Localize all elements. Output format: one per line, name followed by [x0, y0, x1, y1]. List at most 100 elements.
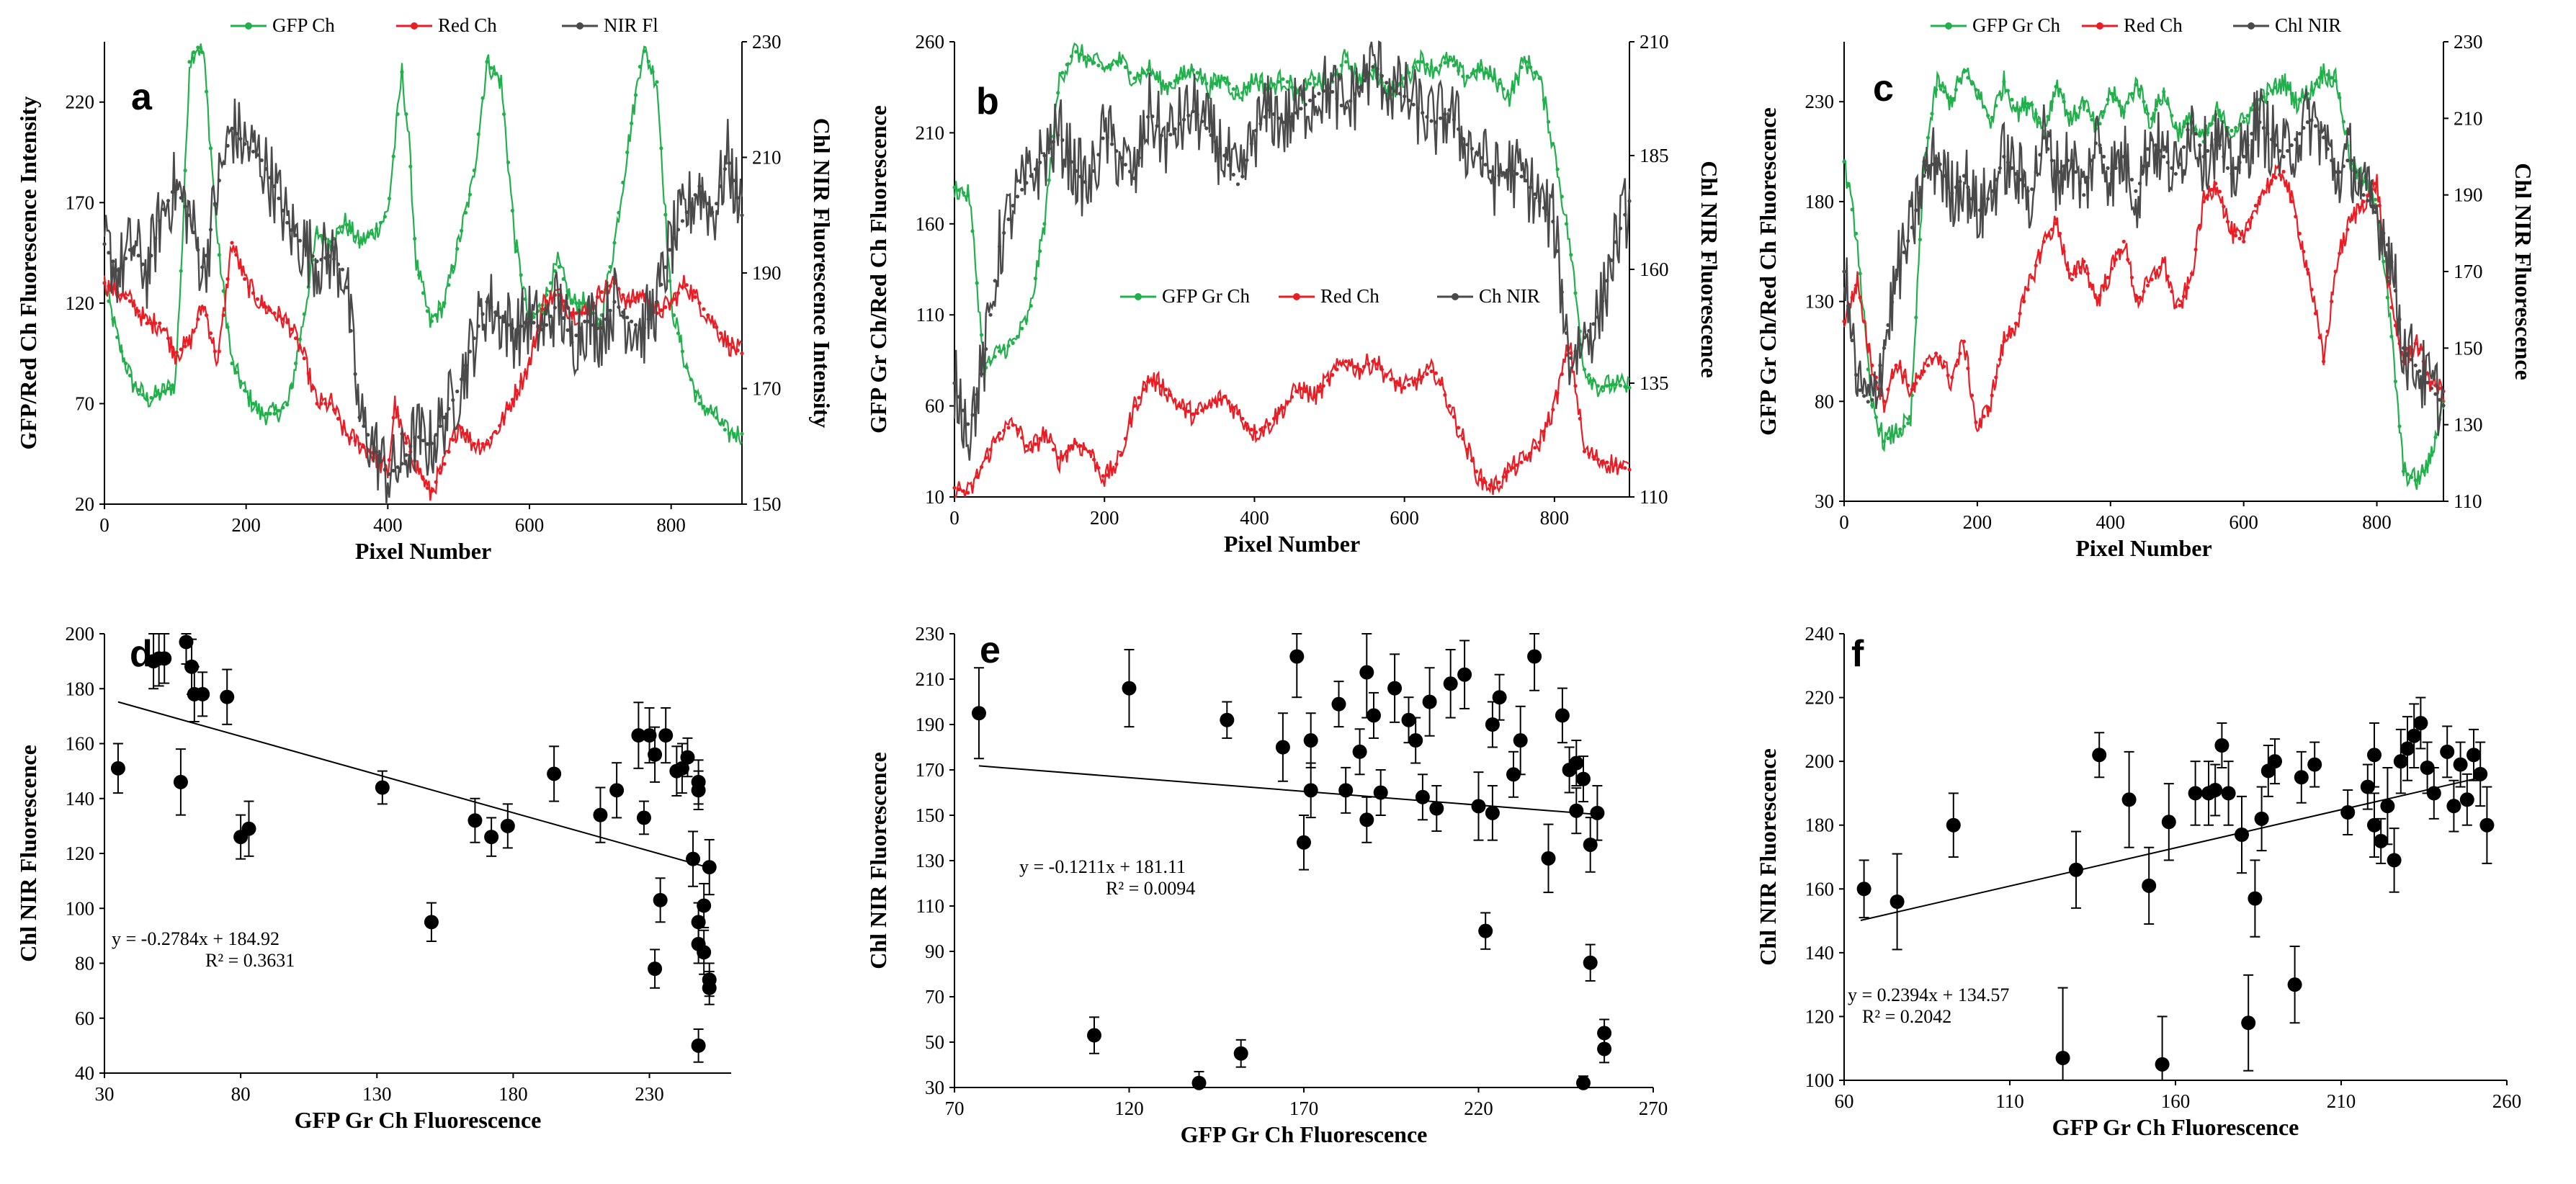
series-marker	[255, 153, 259, 157]
series-marker	[1325, 86, 1331, 91]
series-marker	[417, 435, 421, 439]
scatter-point	[1856, 859, 1871, 919]
data-point	[2387, 853, 2402, 868]
series-marker	[2253, 203, 2258, 208]
series-marker	[2217, 114, 2222, 118]
series-marker	[455, 389, 460, 394]
series-marker	[536, 324, 540, 328]
y-tick-label: 180	[66, 678, 95, 699]
series-marker	[378, 220, 383, 225]
series-marker	[621, 180, 625, 184]
series-marker	[123, 362, 128, 366]
series-marker	[2421, 375, 2425, 379]
series-marker	[1457, 426, 1461, 430]
series-marker	[702, 307, 706, 311]
series-marker	[2013, 107, 2018, 111]
series-marker	[480, 312, 485, 316]
series-marker	[988, 313, 993, 317]
series-marker	[1353, 92, 1357, 97]
series-marker	[2325, 329, 2330, 333]
series-marker	[2178, 127, 2182, 132]
series-marker	[2165, 274, 2170, 279]
series-marker	[957, 188, 961, 192]
series-marker	[2225, 220, 2230, 224]
series-marker	[1263, 425, 1267, 429]
series-markers-gfp	[1842, 70, 2446, 483]
series-marker	[319, 233, 323, 238]
data-point	[1946, 817, 1961, 833]
series-marker	[476, 324, 480, 328]
series-marker	[1434, 66, 1438, 71]
series-marker	[1411, 102, 1416, 107]
series-marker	[1910, 225, 1914, 230]
series-marker	[2106, 275, 2110, 279]
series-marker	[1119, 156, 1123, 160]
series-marker	[1609, 258, 1614, 262]
series-marker	[1470, 458, 1474, 463]
series-marker	[2121, 239, 2126, 243]
series-marker	[225, 277, 230, 281]
series-marker	[952, 185, 957, 189]
series-marker	[290, 327, 294, 331]
series-marker	[1069, 54, 1073, 58]
scatter-point	[2188, 761, 2203, 826]
trend-equation: y = 0.2394x + 134.57	[1848, 985, 2009, 1005]
series-marker	[617, 210, 621, 215]
x-tick-label: 800	[2362, 511, 2392, 533]
scatter-point	[424, 902, 439, 942]
data-point	[697, 945, 712, 960]
series-marker	[238, 380, 243, 384]
series-marker	[1902, 375, 1906, 379]
series-marker	[1020, 187, 1024, 192]
series-marker	[697, 301, 702, 305]
series-marker	[370, 232, 375, 236]
series-marker	[1938, 84, 1942, 88]
series-marker	[1087, 185, 1091, 189]
series-marker	[1434, 371, 1438, 375]
series-marker	[1038, 436, 1042, 441]
series-marker	[2057, 231, 2062, 236]
series-marker	[2410, 475, 2414, 480]
series-marker	[975, 475, 979, 479]
series-marker	[1321, 384, 1325, 388]
series-marker	[2010, 166, 2014, 170]
series-marker	[510, 208, 515, 213]
legend-marker-red	[411, 22, 418, 30]
series-marker	[1128, 169, 1132, 174]
y-tick-label: 160	[916, 213, 945, 235]
series-marker	[421, 439, 426, 443]
series-marker	[238, 137, 243, 141]
series-marker	[1483, 480, 1488, 485]
series-marker	[957, 488, 961, 492]
series-marker	[1600, 299, 1605, 303]
series-marker	[158, 219, 162, 223]
series-marker	[957, 395, 961, 399]
series-marker	[391, 154, 395, 158]
series-marker	[315, 401, 319, 406]
series-marker	[2234, 166, 2238, 170]
series-marker	[2145, 147, 2150, 151]
panel-e: 70 120 170 220 27030507090110130150170190210…	[865, 623, 1668, 1147]
series-marker	[1137, 156, 1141, 160]
x-tick-label: 600	[515, 514, 545, 536]
series-marker	[1587, 373, 1591, 377]
series-marker	[668, 302, 672, 306]
series-marker	[472, 441, 476, 446]
series-marker	[1015, 194, 1020, 199]
data-point	[220, 689, 235, 704]
series-marker	[527, 317, 532, 321]
series-marker	[970, 485, 975, 489]
y2-tick-label: 190	[2454, 184, 2483, 206]
series-marker	[387, 197, 391, 201]
series-marker	[1966, 76, 1970, 80]
scatter-point	[609, 762, 625, 819]
series-marker	[561, 277, 565, 281]
series-marker	[2269, 138, 2274, 142]
scatter-point	[2055, 987, 2070, 1081]
scatter-point	[157, 633, 172, 684]
series-marker	[174, 350, 179, 354]
series-marker	[1587, 452, 1591, 457]
series-marker	[2393, 289, 2397, 293]
series-marker	[2393, 323, 2397, 328]
series-marker	[2366, 199, 2370, 203]
